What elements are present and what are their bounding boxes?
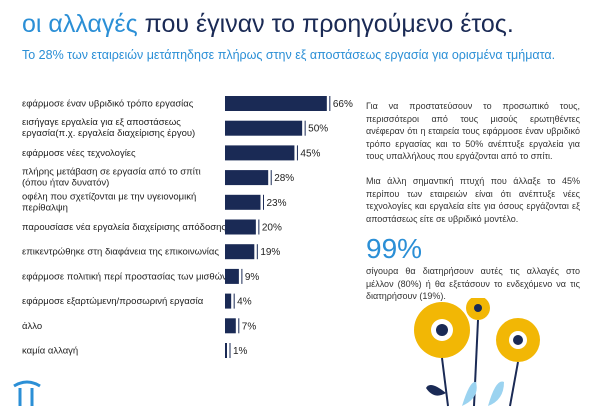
category-label: επικεντρώθηκε στη διαφάνεια της επικοινω… [22,247,219,258]
value-label: 20% [262,223,282,234]
value-label: 23% [266,198,286,209]
bar [225,120,303,136]
category-label: οφέλη που σχετίζονται με την υγειονομική… [22,191,196,213]
paragraph-technologies: Μια άλλη σημαντική πτυχή που άλλαξε το 4… [366,176,580,224]
bar [225,268,239,284]
value-label: 28% [274,173,294,184]
big-percentage: 99% [366,233,423,264]
bar [225,145,295,161]
bar [225,318,236,334]
page-title-rest: που έγιναν το προηγούμενο έτος. [144,10,514,38]
value-label: 7% [242,321,257,332]
value-label: 45% [300,148,320,159]
value-label: 66% [333,99,353,110]
page-title-accent: οι αλλαγές [22,10,138,38]
bar [225,293,232,309]
category-label: πλήρης μετάβαση σε εργασία από το σπίτι(… [22,167,201,189]
category-label: καμία αλλαγή [22,346,78,357]
category-label: εφάρμοσε νέες τεχνολογίες [22,148,136,159]
value-label: 4% [237,297,252,308]
value-label: 19% [260,247,280,258]
bar [225,219,256,235]
category-label: εφάρμοσε έναν υβριδικό τρόπο εργασίας [22,99,194,110]
paragraph-hybrid: Για να προστατεύσουν το προσωπικό τους, … [366,101,580,161]
value-label: 9% [245,272,260,283]
paragraph-retention: σίγουρα θα διατηρήσουν αυτές τις αλλαγές… [366,266,580,301]
category-label: άλλο [22,321,42,332]
value-label: 1% [233,346,248,357]
bar [225,170,269,186]
category-label: εφάρμοσε πολιτική περί προστασίας των μι… [22,271,227,282]
bar-chart: εφάρμοσε έναν υβριδικό τρόπο εργασίας 66%… [22,96,353,358]
page-title: οι αλλαγές που έγιναν το προηγούμενο έτο… [22,10,514,39]
bar [225,343,227,358]
bar [225,194,261,210]
page-subtitle: Το 28% των εταιρειών μετάπηδησε πλήρως σ… [22,48,556,62]
value-label: 50% [308,124,328,135]
category-label: εφάρμοσε εξαρτώμενη/προσωρινή εργασία [22,296,204,307]
bar [225,96,327,111]
flowers-illustration-icon [414,298,540,407]
company-logo-icon [13,380,41,406]
category-label: παρουσίασε νέα εργαλεία διαχείρισης απόδ… [22,222,226,233]
category-label: εισήγαγε εργαλεία για εξ αποστάσεως εργασ… [22,117,195,139]
bar [225,244,255,260]
